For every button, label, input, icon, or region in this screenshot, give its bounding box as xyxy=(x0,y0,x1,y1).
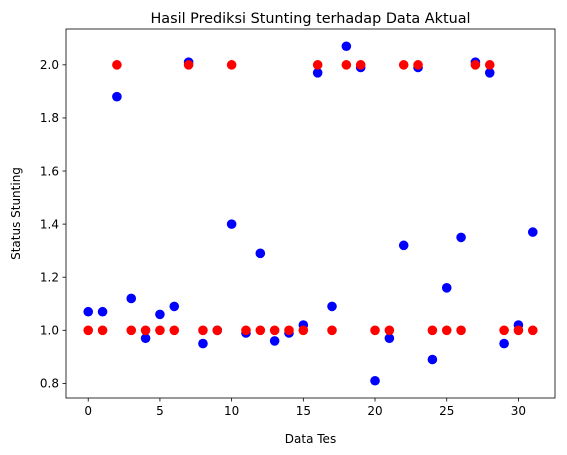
actual-point xyxy=(83,306,94,317)
predicted-point xyxy=(327,325,337,336)
chart-title: Hasil Prediksi Stunting terhadap Data Ak… xyxy=(150,11,470,27)
actual-point xyxy=(484,68,495,78)
predicted-point xyxy=(470,60,481,70)
y-axis-label: Status Stunting xyxy=(9,167,23,260)
predicted-point xyxy=(83,325,94,336)
predicted-point xyxy=(312,60,323,70)
y-tick-label: 1.2 xyxy=(40,271,59,285)
x-axis: 0 5 10 15 20 25 30 xyxy=(84,398,526,418)
predicted-point xyxy=(112,60,122,70)
predicted-point xyxy=(427,325,438,336)
predicted-point xyxy=(499,325,509,336)
predicted-point xyxy=(384,325,395,336)
actual-point xyxy=(140,333,151,344)
predicted-point xyxy=(284,325,294,336)
actual-point xyxy=(384,333,395,344)
actual-point xyxy=(370,375,380,386)
predicted-point xyxy=(298,325,309,336)
predicted-point xyxy=(198,325,208,336)
actual-point xyxy=(112,91,122,102)
predicted-point xyxy=(513,325,524,336)
predicted-point xyxy=(341,60,352,70)
actual-point xyxy=(255,248,266,259)
predicted-point xyxy=(97,325,108,336)
predicted-point xyxy=(398,60,409,70)
axes-frame xyxy=(65,28,556,399)
actual-point xyxy=(441,283,452,293)
y-tick-label: 0.8 xyxy=(40,377,59,391)
predicted-point xyxy=(183,60,194,70)
y-tick-label: 1.8 xyxy=(40,111,59,125)
x-tick-label: 20 xyxy=(367,404,382,418)
y-tick-label: 1.4 xyxy=(40,217,59,231)
predicted-point xyxy=(155,325,165,336)
x-tick-label: 0 xyxy=(84,404,92,418)
y-tick-label: 2.0 xyxy=(40,58,59,72)
predicted-point xyxy=(484,60,495,70)
predicted-point xyxy=(456,325,466,336)
plot-area xyxy=(65,28,556,399)
actual-point xyxy=(341,41,352,52)
actual-point xyxy=(398,240,409,251)
x-tick-label: 30 xyxy=(511,404,526,418)
actual-point xyxy=(269,336,280,346)
predicted-point xyxy=(527,325,538,336)
actual-point xyxy=(126,293,137,304)
predicted-point xyxy=(212,325,223,336)
actual-point xyxy=(327,301,337,312)
x-tick-label: 25 xyxy=(439,404,454,418)
predicted-point xyxy=(126,325,137,336)
actual-point xyxy=(198,338,208,349)
predicted-point xyxy=(413,60,423,70)
predicted-point xyxy=(140,325,151,336)
x-tick-label: 15 xyxy=(296,404,311,418)
actual-point xyxy=(427,354,438,365)
actual-point xyxy=(527,227,538,237)
x-axis-label: Data Tes xyxy=(285,432,336,446)
y-axis: 0.8 1.0 1.2 1.4 1.6 1.8 2.0 xyxy=(40,58,66,391)
actual-point xyxy=(169,301,180,312)
predicted-point xyxy=(241,325,251,336)
predicted-point xyxy=(370,325,380,336)
y-tick-label: 1.6 xyxy=(40,164,59,178)
y-tick-label: 1.0 xyxy=(40,324,59,338)
data-points xyxy=(83,41,538,386)
predicted-point xyxy=(226,60,237,70)
predicted-point xyxy=(355,60,366,70)
actual-point xyxy=(499,338,509,349)
predicted-point xyxy=(255,325,266,336)
predicted-point xyxy=(269,325,280,336)
actual-point xyxy=(312,68,323,78)
predicted-point xyxy=(441,325,452,336)
predicted-point xyxy=(169,325,180,336)
actual-point xyxy=(97,306,108,317)
x-tick-label: 10 xyxy=(224,404,239,418)
x-tick-label: 5 xyxy=(156,404,164,418)
actual-point xyxy=(456,232,466,243)
actual-point xyxy=(155,309,165,320)
actual-point xyxy=(226,219,237,229)
